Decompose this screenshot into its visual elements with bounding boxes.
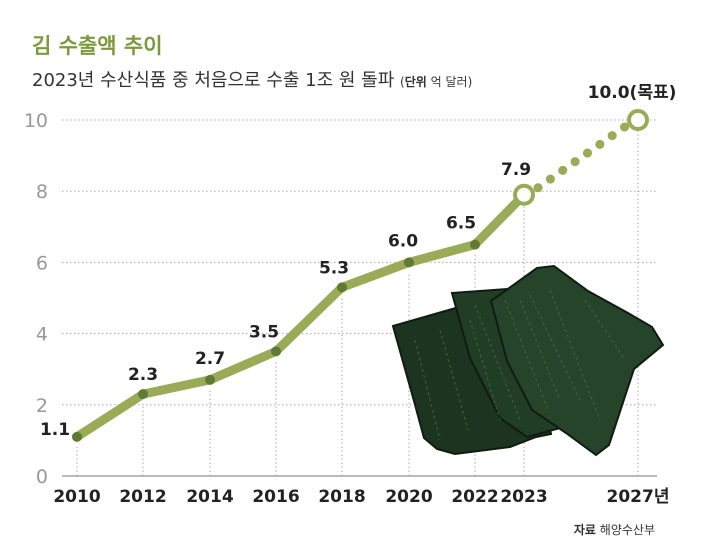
x-tick-label: 2012 [119,487,166,507]
data-point-hollow [513,183,535,206]
data-point [138,389,148,400]
source-value: 해양수산부 [599,523,655,537]
series-line-projection [533,121,631,193]
data-point [271,346,281,357]
data-label: 5.3 [319,258,349,278]
data-label: 6.0 [388,231,418,251]
unit-value: 억 달러 [430,75,468,89]
chart-subtitle: 2023년 수산식품 중 처음으로 수출 1조 원 돌파 (단위 억 달러) [32,66,472,92]
source-label: 자료 [573,523,596,537]
laver-texture [439,329,469,431]
y-axis-ticks: 0 2 4 6 8 10 [24,110,48,488]
laver-sheet-front [489,264,665,457]
x-tick-label: 2027년 [607,487,670,507]
data-label: 3.5 [249,322,279,342]
series-lines [72,121,631,442]
data-label: 10.0(목표) [588,83,677,103]
chart-title: 김 수출액 추이 [32,34,163,58]
unit-note: (단위 억 달러) [400,75,473,89]
data-labels: 1.1 2.3 2.7 3.5 5.3 6.0 6.5 7.9 10.0(목표) [40,83,676,440]
laver-texture [504,299,549,411]
laver-texture [549,289,601,421]
data-label: 1.1 [40,420,70,440]
y-tick-label: 8 [36,181,48,203]
x-tick-label: 2020 [385,487,432,507]
data-label: 7.9 [501,160,531,180]
data-point [72,431,82,442]
x-tick-label: 2018 [318,487,365,507]
y-tick-label: 6 [36,252,48,274]
x-tick-label: 2016 [252,487,299,507]
data-label: 2.7 [195,349,225,369]
x-tick-label: 2014 [186,487,233,507]
y-tick-label: 10 [24,110,48,132]
laver-texture [414,339,441,441]
source-note: 자료 해양수산부 [574,521,655,538]
data-point-hollow [627,109,649,131]
dried-laver-illustration [391,264,665,457]
series-line-actual [72,190,529,442]
y-tick-label: 4 [36,324,48,346]
data-label: 2.3 [128,365,158,385]
x-axis-ticks: 2010 2012 2014 2016 2018 2020 2022 2023 2027년 [53,487,669,507]
x-tick-label: 2010 [53,487,100,507]
y-tick-label: 0 [36,466,48,488]
laver-texture [529,294,581,401]
y-tick-label: 2 [36,395,48,417]
series-markers [72,109,649,442]
laver-texture [584,299,626,361]
data-point [205,374,215,385]
unit-label: 단위 [404,75,427,89]
laver-texture [474,304,521,421]
x-tick-label: 2023 [500,487,547,507]
data-label: 6.5 [446,214,476,234]
subtitle-text: 2023년 수산식품 중 처음으로 수출 1조 원 돌파 [32,70,395,91]
data-point [404,257,414,268]
data-point [470,239,480,250]
data-point [337,282,347,293]
x-tick-label: 2022 [451,487,498,507]
